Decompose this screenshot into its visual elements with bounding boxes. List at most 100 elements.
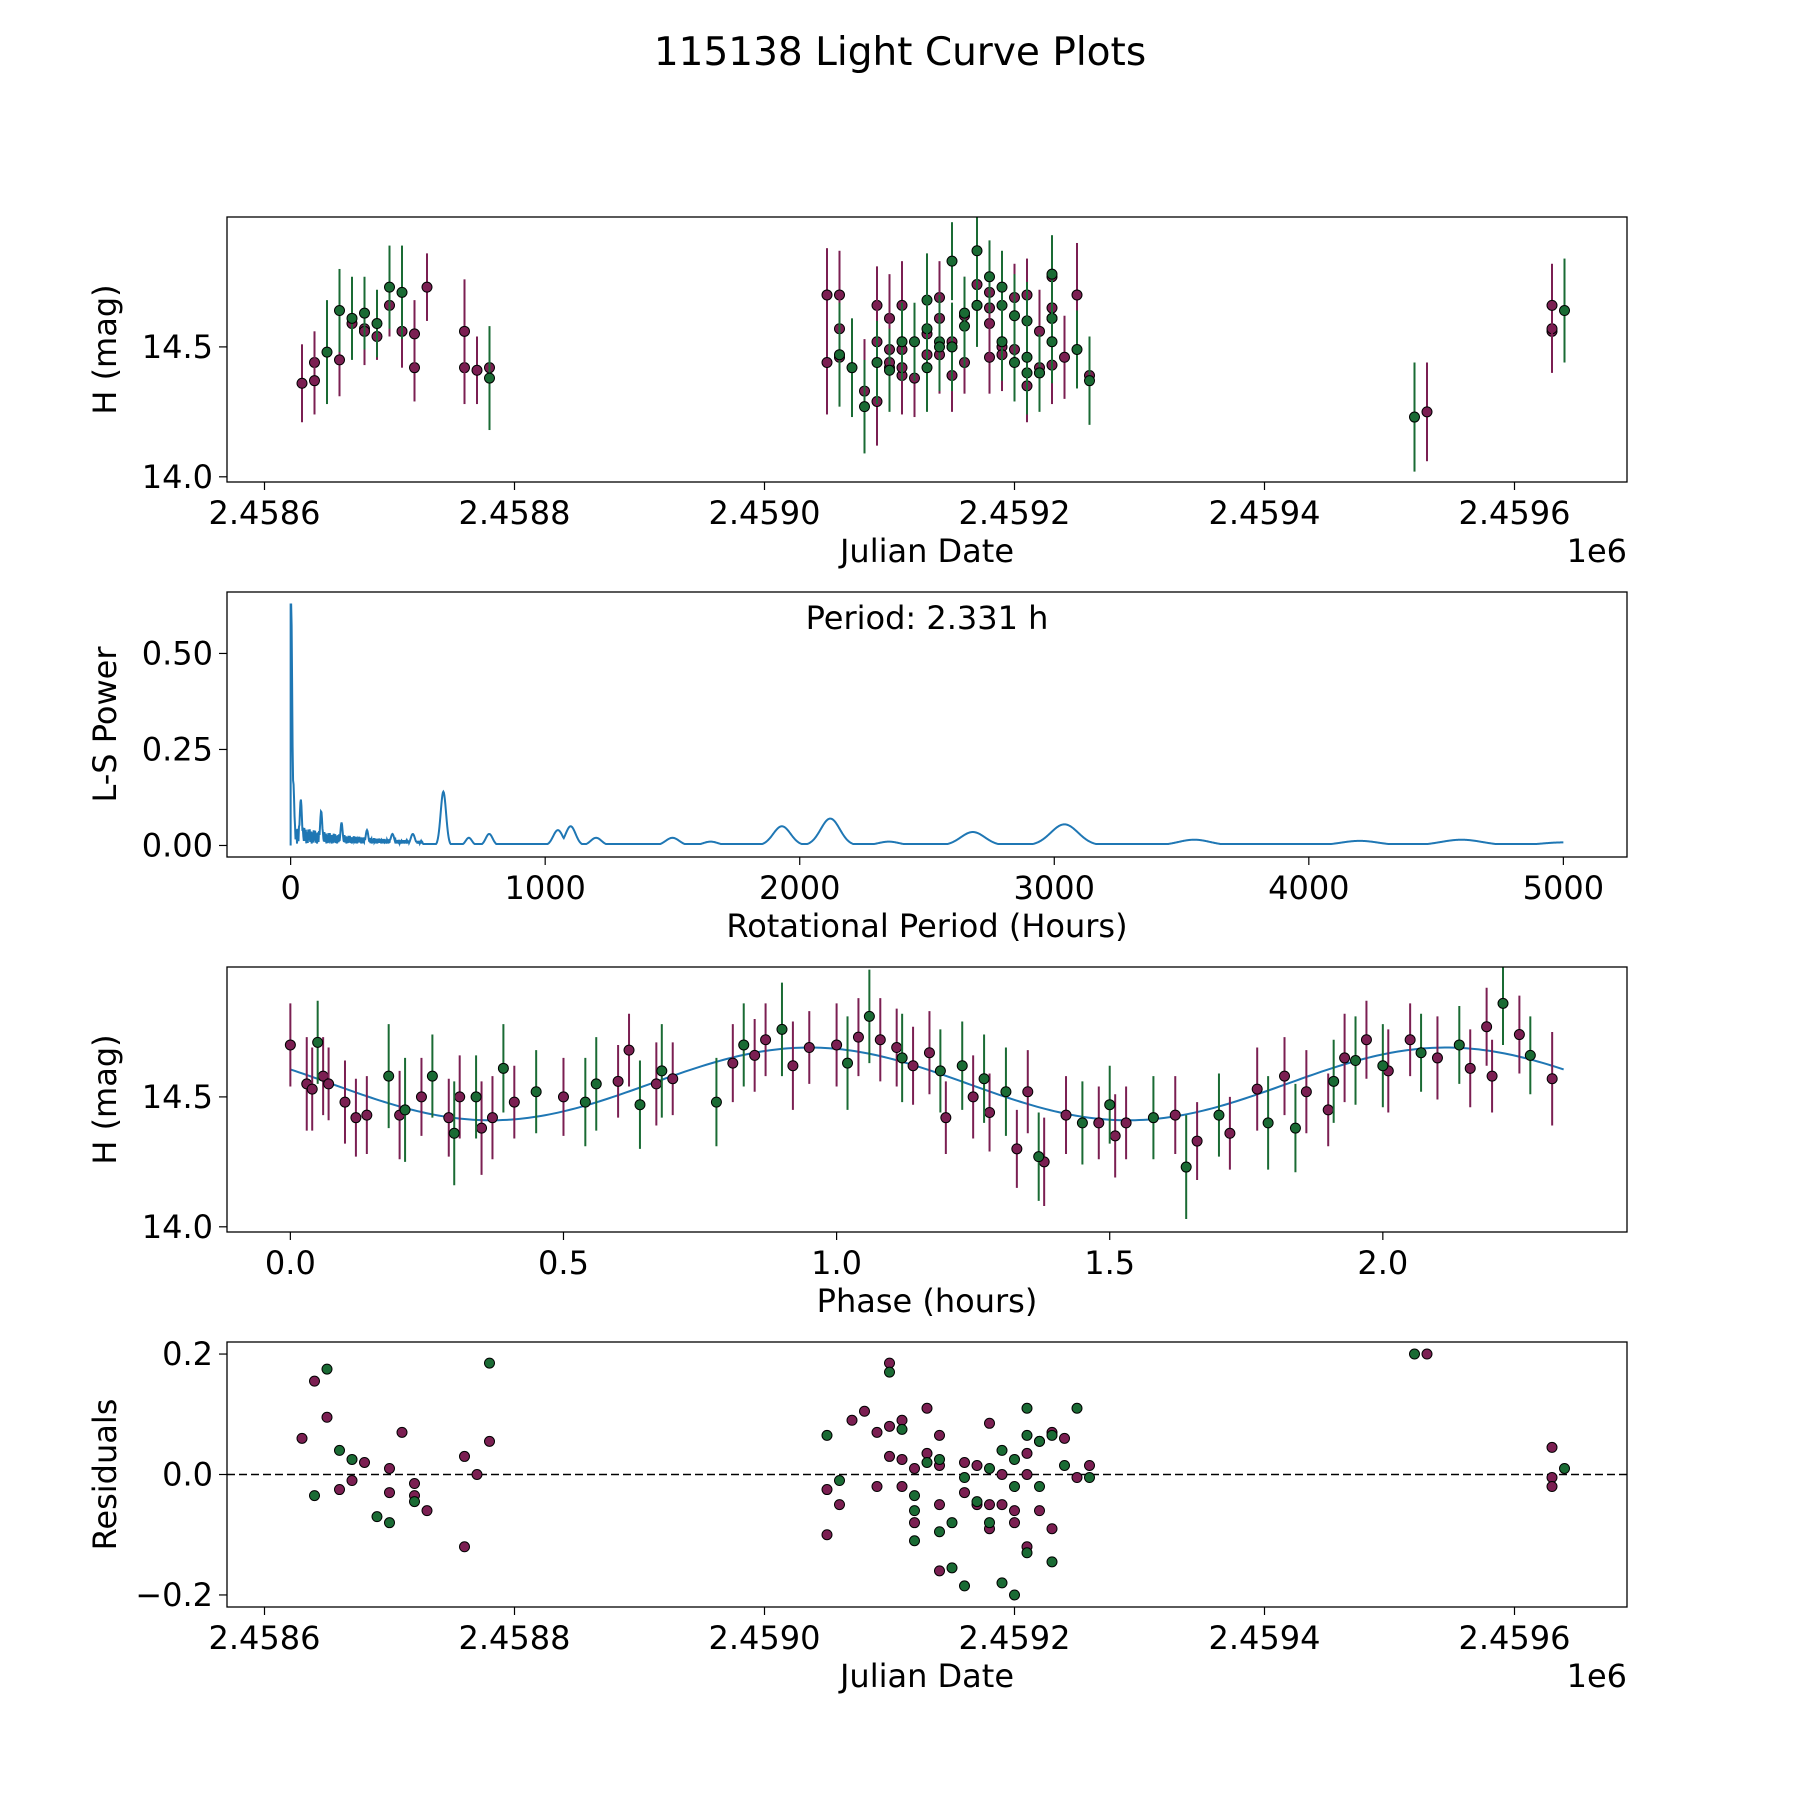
data-point (1071, 1402, 1083, 1414)
data-point (1076, 1117, 1088, 1129)
y-tick-label: 14.5 (142, 1078, 213, 1116)
data-point (1034, 367, 1045, 379)
data-point (884, 1357, 895, 1369)
data-point (1046, 1429, 1058, 1441)
data-point (921, 1402, 933, 1414)
data-point (497, 1062, 509, 1074)
y-tick-label: 14.0 (142, 1208, 213, 1246)
x-tick-label: 0.0 (265, 1244, 316, 1282)
data-point (1404, 1034, 1416, 1046)
data-point (727, 1057, 739, 1069)
data-point (1289, 1122, 1301, 1134)
data-point (909, 1462, 920, 1474)
data-point (1546, 299, 1558, 311)
data-point (959, 1580, 970, 1592)
y-tick-label: −0.2 (135, 1576, 213, 1614)
x-tick-label: 2.4590 (709, 494, 821, 532)
data-point (787, 1060, 799, 1072)
data-point (984, 1106, 996, 1118)
data-point (909, 1505, 920, 1517)
data-point (921, 1456, 933, 1468)
data-point (484, 1357, 495, 1369)
series-green (312, 967, 1536, 1220)
data-point (1251, 1083, 1263, 1095)
plot-area (296, 217, 1570, 472)
ls-power-line (289, 603, 1564, 847)
data-point (296, 377, 308, 389)
data-point (1224, 1127, 1236, 1139)
data-point (971, 1496, 983, 1508)
data-point (871, 356, 883, 368)
data-point (1409, 1348, 1420, 1360)
data-point (984, 1417, 995, 1429)
data-point (1513, 1029, 1525, 1041)
series-purple (284, 987, 1558, 1207)
data-point (459, 1541, 470, 1553)
data-point (334, 305, 345, 317)
data-point (909, 336, 920, 348)
data-point (884, 1366, 895, 1378)
y-tick-label: 0.25 (142, 730, 213, 768)
y-axis-label: Residuals (86, 1399, 124, 1551)
data-point (334, 1444, 345, 1456)
data-point (1147, 1112, 1159, 1124)
data-point (384, 1517, 395, 1529)
chart-lightcurve: 2.4586 2.4588 2.4590 2.4592 2.4594 2.4596 14.0… (86, 216, 1628, 570)
data-point (309, 1490, 320, 1502)
data-point (1546, 1073, 1558, 1085)
data-point (923, 1047, 935, 1059)
x-axis-label: Phase (hours) (817, 1282, 1038, 1320)
x-tick-label: 0.5 (538, 1244, 589, 1282)
data-point (846, 1414, 858, 1426)
data-point (361, 1109, 373, 1121)
data-point (383, 1070, 395, 1082)
x-tick-label: 4000 (1268, 869, 1349, 907)
data-point (909, 1535, 920, 1547)
data-point (476, 1122, 488, 1134)
data-point (1109, 1130, 1121, 1142)
data-point (934, 1565, 945, 1577)
data-point (821, 1529, 833, 1541)
data-point (1021, 351, 1033, 363)
data-point (996, 336, 1008, 348)
data-point (896, 1453, 908, 1465)
data-point (803, 1042, 815, 1054)
data-point (1431, 1052, 1443, 1064)
x-tick-label: 2.4586 (209, 1619, 321, 1657)
data-point (871, 1481, 883, 1493)
data-point (339, 1096, 351, 1108)
data-point (1377, 1060, 1389, 1072)
data-point (749, 1049, 761, 1061)
data-point (996, 1469, 1008, 1480)
plot-area (284, 967, 1564, 1220)
data-point (896, 1423, 908, 1435)
data-point (309, 1375, 320, 1387)
data-point (1546, 1481, 1558, 1493)
figure-title: 115138 Light Curve Plots (654, 30, 1146, 75)
data-point (1213, 1109, 1225, 1121)
data-point (959, 1487, 970, 1499)
data-point (946, 1517, 958, 1529)
data-point (557, 1091, 569, 1103)
data-point (1415, 1047, 1427, 1059)
data-point (1059, 351, 1070, 363)
data-point (426, 1070, 438, 1082)
data-point (371, 318, 383, 330)
data-point (984, 271, 995, 283)
data-point (1011, 1143, 1023, 1155)
data-point (484, 372, 495, 384)
data-point (1021, 1547, 1033, 1559)
data-point (1034, 1481, 1045, 1493)
axes-frame (226, 966, 1628, 1233)
data-point (1104, 1099, 1116, 1111)
data-point (321, 1411, 333, 1423)
data-point (1084, 1459, 1095, 1471)
data-point (296, 1432, 308, 1444)
series-green (309, 1348, 1570, 1601)
data-point (1322, 1104, 1334, 1116)
data-point (1262, 1117, 1274, 1129)
axes-frame (226, 1341, 1628, 1608)
data-point (821, 1484, 833, 1496)
data-point (852, 1031, 864, 1043)
